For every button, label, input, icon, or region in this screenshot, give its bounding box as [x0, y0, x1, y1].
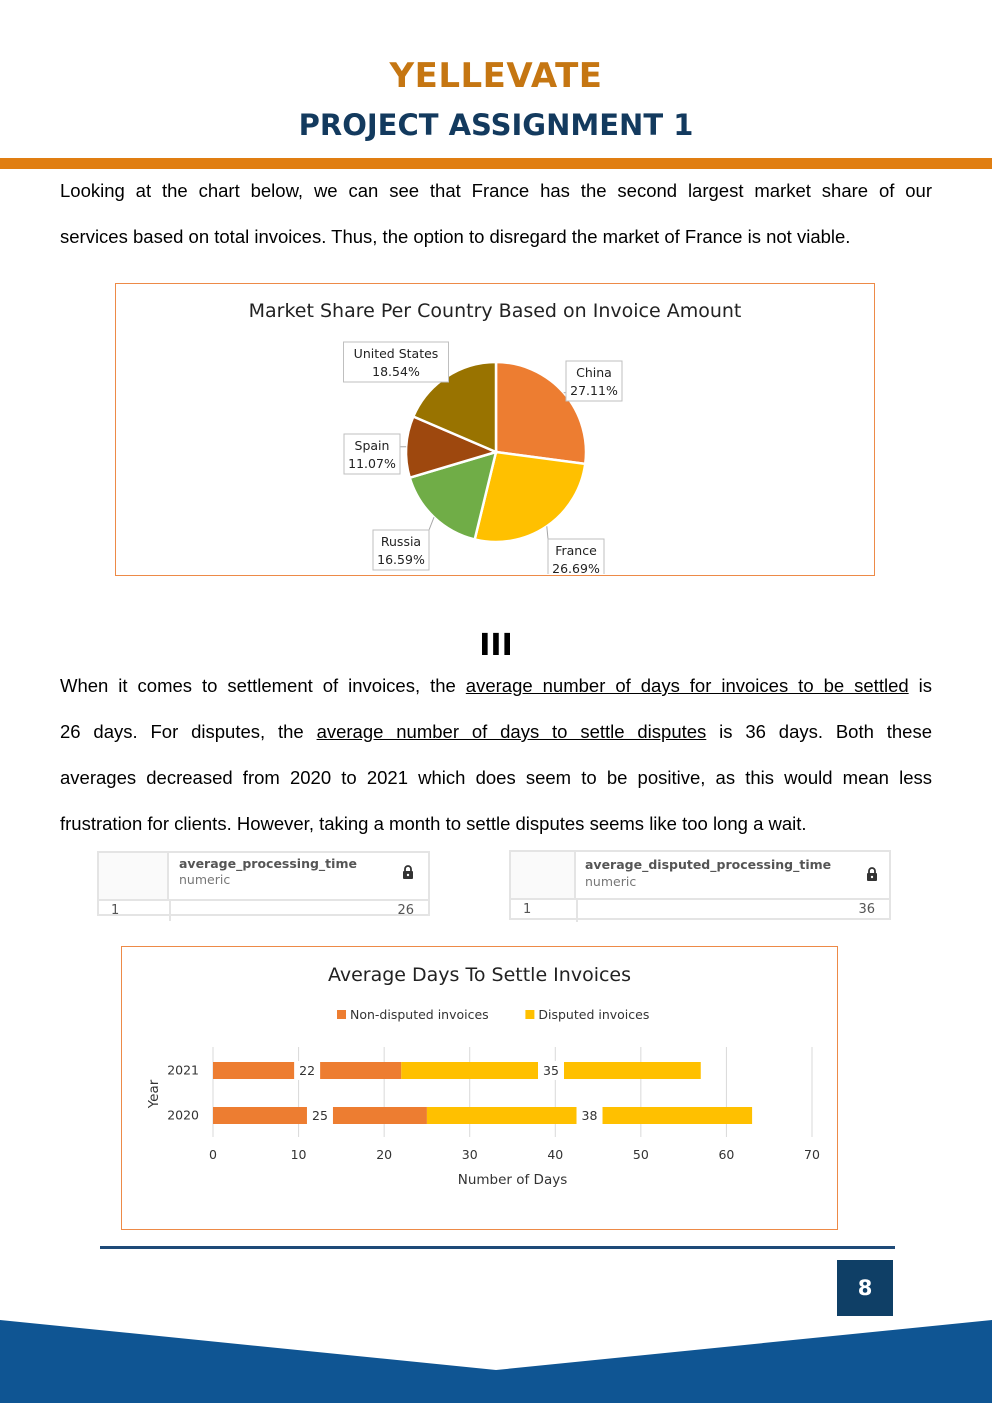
pie-label-value: 18.54% [372, 364, 420, 379]
pie-label-value: 11.07% [348, 456, 396, 471]
brand-title: YELLEVATE [389, 56, 603, 96]
table-row: 1 26 [99, 899, 428, 921]
settlement-line-2: 26 days. For disputes, the average numbe… [60, 709, 932, 755]
settlement-emphasis: average number of days to settle dispute… [316, 721, 707, 742]
x-tick-label: 60 [718, 1147, 734, 1162]
x-tick-label: 10 [291, 1147, 307, 1162]
pie-label-name: Russia [381, 534, 421, 549]
footer-band [0, 1320, 992, 1403]
pie-label-name: Spain [355, 438, 390, 453]
intro-line-1: Looking at the chart below, we can see t… [60, 180, 932, 201]
pie-label-box [565, 360, 623, 402]
settlement-text: is [908, 675, 932, 696]
pie-label-box [372, 529, 430, 571]
assignment-title: PROJECT ASSIGNMENT 1 [298, 108, 694, 142]
pie-label-value: 26.69% [552, 561, 600, 574]
intro-line-2: services based on total invoices. Thus, … [60, 226, 851, 247]
bar-chart: Non-disputed invoices Disputed invoices 0 1… [146, 1007, 820, 1188]
lock-icon [403, 865, 413, 879]
x-tick-label: 30 [462, 1147, 478, 1162]
lock-icon [867, 867, 877, 881]
row-number: 1 [111, 903, 120, 918]
pie-label-value: 27.11% [570, 383, 618, 398]
x-tick-label: 50 [633, 1147, 649, 1162]
pie-label-box [547, 538, 605, 574]
settlement-text: 26 days. For disputes, the [60, 721, 317, 742]
pie-leader-line [546, 526, 549, 540]
pie-label-name: France [555, 543, 597, 558]
x-tick-label: 20 [376, 1147, 392, 1162]
data-label-bg [294, 1061, 321, 1080]
pie-label-box [343, 433, 401, 475]
pie-label-box [343, 341, 449, 383]
footer-divider [100, 1246, 895, 1249]
x-tick-label: 40 [547, 1147, 563, 1162]
y-tick-label: 2021 [167, 1063, 199, 1078]
y-axis-label: Year [146, 1079, 162, 1109]
settlement-line-1: When it comes to settlement of invoices,… [60, 663, 932, 709]
x-axis-label: Number of Days [458, 1172, 568, 1188]
row-header-cell [99, 853, 169, 899]
legend-swatch-disputed-invoices [525, 1010, 535, 1019]
pie-label-name: China [576, 365, 612, 380]
cell-divider [169, 901, 171, 921]
pie-chart-title: Market Share Per Country Based on Invoic… [248, 300, 742, 322]
data-label-bg [306, 1106, 333, 1125]
legend-swatch-non-disputed-invoices [337, 1010, 346, 1019]
data-label: 22 [299, 1063, 315, 1078]
query-result-disputed-time: average_disputed_processing_time numeric… [509, 850, 891, 922]
data-label: 35 [543, 1063, 559, 1078]
settlement-line-3: averages decreased from 2020 to 2021 whi… [60, 767, 932, 788]
pie-label-value: 16.59% [377, 552, 425, 567]
data-label: 38 [582, 1108, 598, 1123]
section-number: III [479, 628, 513, 663]
bar-chart-frame: Average Days To Settle Invoices Non-disp… [121, 946, 838, 1230]
data-label-bg [538, 1061, 565, 1080]
pie-slice-china [494, 360, 588, 466]
settlement-line-4: frustration for clients. However, taking… [60, 813, 807, 834]
settlement-text: When it comes to settlement of invoices,… [60, 675, 466, 696]
pie-label-name: United States [354, 346, 439, 361]
pie-chart-frame: Market Share Per Country Based on Invoic… [115, 283, 875, 576]
settlement-text: is 36 days. Both these [706, 721, 933, 742]
row-number: 1 [523, 902, 532, 917]
x-tick-label: 70 [804, 1147, 820, 1162]
legend-label: Disputed invoices [538, 1007, 649, 1022]
data-label-bg [576, 1106, 603, 1125]
row-header-cell [511, 852, 576, 900]
row-value: 26 [397, 903, 414, 918]
cell-divider [576, 900, 578, 922]
y-tick-label: 2020 [167, 1108, 199, 1123]
legend-label: Non-disputed invoices [350, 1007, 489, 1022]
bar-chart-title: Average Days To Settle Invoices [327, 964, 632, 986]
column-name: average_disputed_processing_time [585, 857, 832, 872]
header-divider [0, 158, 992, 169]
pie-chart: China 27.11% France 26.69% Russia 16.59% Spain… [343, 341, 623, 574]
table-row: 1 36 [511, 898, 889, 922]
row-value: 36 [858, 902, 875, 917]
column-type: numeric [179, 872, 231, 887]
page-number: 8 [837, 1260, 893, 1316]
pie-leader-line [428, 517, 435, 531]
query-result-processing-time: average_processing_time numeric 1 26 [97, 851, 430, 921]
data-label: 25 [312, 1108, 328, 1123]
column-type: numeric [585, 874, 637, 889]
x-tick-label: 0 [209, 1147, 217, 1162]
settlement-emphasis: average number of days for invoices to b… [465, 675, 909, 696]
column-name: average_processing_time [179, 856, 357, 871]
